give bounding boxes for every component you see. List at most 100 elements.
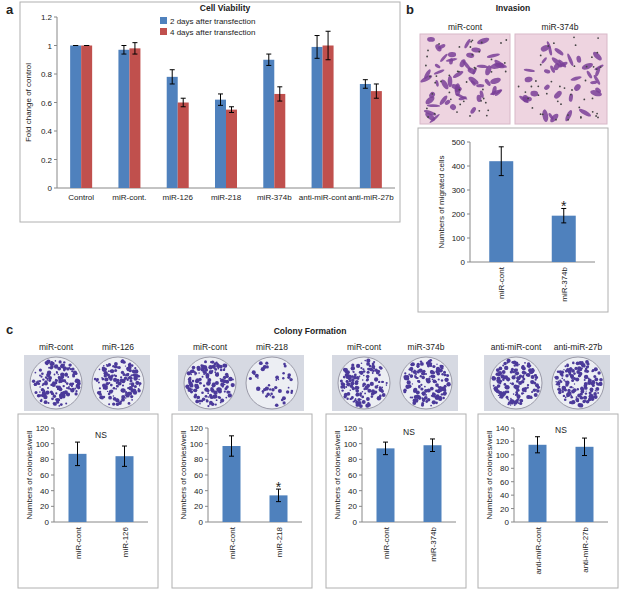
pore (474, 67, 476, 69)
cell (581, 61, 594, 71)
colony (113, 395, 115, 397)
pore (551, 81, 553, 83)
colony (378, 381, 380, 383)
colony (125, 365, 126, 366)
colony (420, 387, 423, 390)
pore (470, 46, 472, 48)
cell (437, 43, 446, 50)
colony (58, 374, 59, 375)
chart-title: Invasion (496, 3, 530, 13)
colony (222, 379, 226, 383)
x-tick-label: Control (68, 193, 94, 202)
error-cap (84, 45, 89, 46)
colony (214, 395, 218, 399)
cell (438, 94, 448, 106)
colony (217, 368, 219, 370)
colony (213, 390, 215, 392)
colony (71, 384, 73, 386)
colony (563, 379, 565, 381)
colony (104, 377, 108, 381)
error-cap (132, 42, 137, 43)
colony (408, 373, 410, 375)
colony (351, 379, 354, 382)
legend-swatch (160, 17, 167, 24)
colony (596, 382, 599, 385)
colony (507, 398, 509, 400)
colony (417, 363, 420, 366)
x-tick-label: miR-126 (121, 526, 130, 557)
colony (584, 382, 588, 386)
colony (520, 399, 523, 402)
colony (108, 382, 110, 384)
bar (70, 46, 81, 189)
colony (201, 392, 204, 395)
colony (502, 370, 506, 374)
cell (497, 62, 507, 68)
colony (562, 391, 564, 393)
cell (454, 86, 462, 93)
colony (129, 383, 131, 385)
error-stem (279, 87, 280, 101)
cell (578, 107, 592, 117)
cell (491, 86, 497, 96)
y-tick-label: 100 (452, 234, 466, 243)
colony (591, 370, 593, 372)
error-stem (134, 43, 135, 54)
error-cap (383, 442, 388, 443)
colony (446, 374, 449, 377)
bar (178, 103, 189, 189)
y-tick-label: 0.2 (41, 156, 53, 165)
x-tick-label: miR-374b (560, 266, 569, 301)
colony (282, 396, 286, 400)
colony (278, 389, 282, 393)
colony (500, 395, 504, 399)
colony (102, 378, 105, 381)
colony (424, 389, 428, 393)
colony (132, 388, 136, 392)
colony (212, 385, 215, 388)
pore (553, 42, 555, 44)
colony (206, 400, 209, 403)
pore (458, 71, 460, 73)
y-axis-label: Numbers of colonies/well (485, 430, 494, 519)
dish (400, 357, 452, 409)
image-label: miR-374b (408, 342, 445, 352)
colony (192, 380, 195, 383)
x-tick-label: miR-218 (211, 193, 242, 202)
colony (51, 393, 54, 396)
colony (263, 365, 267, 369)
colony (374, 377, 378, 381)
y-tick-label: 200 (452, 210, 466, 219)
y-axis (208, 428, 209, 522)
colony (445, 378, 449, 382)
pore (480, 100, 482, 102)
colony (592, 384, 595, 387)
colony (366, 378, 369, 381)
y-tick-label: 0 (461, 258, 466, 267)
colony (361, 396, 364, 399)
colony (364, 386, 368, 390)
colony (575, 377, 579, 381)
cell (548, 45, 553, 56)
bar (226, 110, 237, 188)
colony (207, 375, 209, 377)
error-stem (365, 80, 366, 89)
colony (212, 383, 214, 385)
pore (478, 110, 480, 112)
colony (567, 395, 569, 397)
colony (437, 369, 440, 372)
colony (99, 387, 101, 389)
cell (541, 57, 548, 65)
panel-label: c (6, 322, 13, 337)
y-tick-label: 100 (344, 440, 358, 449)
colony (417, 380, 420, 383)
colony (561, 371, 565, 375)
colony (362, 368, 364, 370)
colony (404, 372, 406, 374)
dish (184, 357, 236, 409)
x-tick-label: miR-cont (497, 266, 506, 299)
error-stem (231, 436, 232, 456)
colony (199, 403, 201, 405)
error-cap (75, 465, 80, 466)
colony (129, 369, 131, 371)
